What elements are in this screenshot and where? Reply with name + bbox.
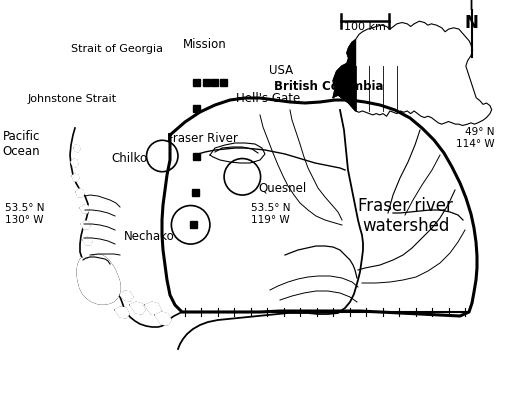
Polygon shape [145, 302, 161, 315]
Polygon shape [77, 255, 120, 304]
Bar [192, 188, 199, 196]
Bar [193, 79, 200, 86]
Text: Johnstone Strait: Johnstone Strait [28, 94, 117, 104]
Text: USA: USA [269, 64, 293, 76]
Bar [203, 79, 210, 86]
Text: 49° N
114° W: 49° N 114° W [456, 127, 494, 149]
Polygon shape [333, 40, 355, 111]
Text: 53.5° N
119° W: 53.5° N 119° W [251, 203, 291, 225]
Polygon shape [115, 307, 129, 318]
Text: Fraser River: Fraser River [167, 132, 238, 144]
Text: Mission: Mission [183, 38, 226, 51]
Text: Strait of Georgia: Strait of Georgia [71, 44, 163, 54]
Polygon shape [80, 205, 89, 213]
Bar [193, 152, 200, 160]
FancyArrow shape [467, 0, 476, 10]
Text: Pacific
Ocean: Pacific Ocean [3, 130, 40, 158]
Text: Nechako: Nechako [124, 230, 175, 242]
Text: 53.5° N
130° W: 53.5° N 130° W [5, 203, 45, 225]
Text: N: N [464, 14, 479, 32]
Bar [220, 79, 227, 86]
Bar [193, 104, 200, 112]
Text: Chilko: Chilko [112, 152, 148, 164]
Polygon shape [72, 174, 79, 181]
Text: Fraser river
watershed: Fraser river watershed [358, 196, 453, 235]
Polygon shape [74, 145, 80, 152]
Polygon shape [155, 312, 171, 325]
Polygon shape [76, 189, 84, 197]
Polygon shape [120, 291, 133, 301]
Bar [190, 221, 197, 228]
Polygon shape [83, 237, 92, 245]
Polygon shape [81, 221, 90, 229]
Text: Quesnel: Quesnel [259, 182, 307, 194]
Text: Hell's Gate: Hell's Gate [236, 92, 300, 104]
Polygon shape [130, 302, 145, 314]
Text: British Columbia: British Columbia [274, 80, 383, 92]
Polygon shape [71, 159, 78, 167]
Text: 100 km: 100 km [344, 22, 386, 32]
Bar [211, 79, 219, 86]
